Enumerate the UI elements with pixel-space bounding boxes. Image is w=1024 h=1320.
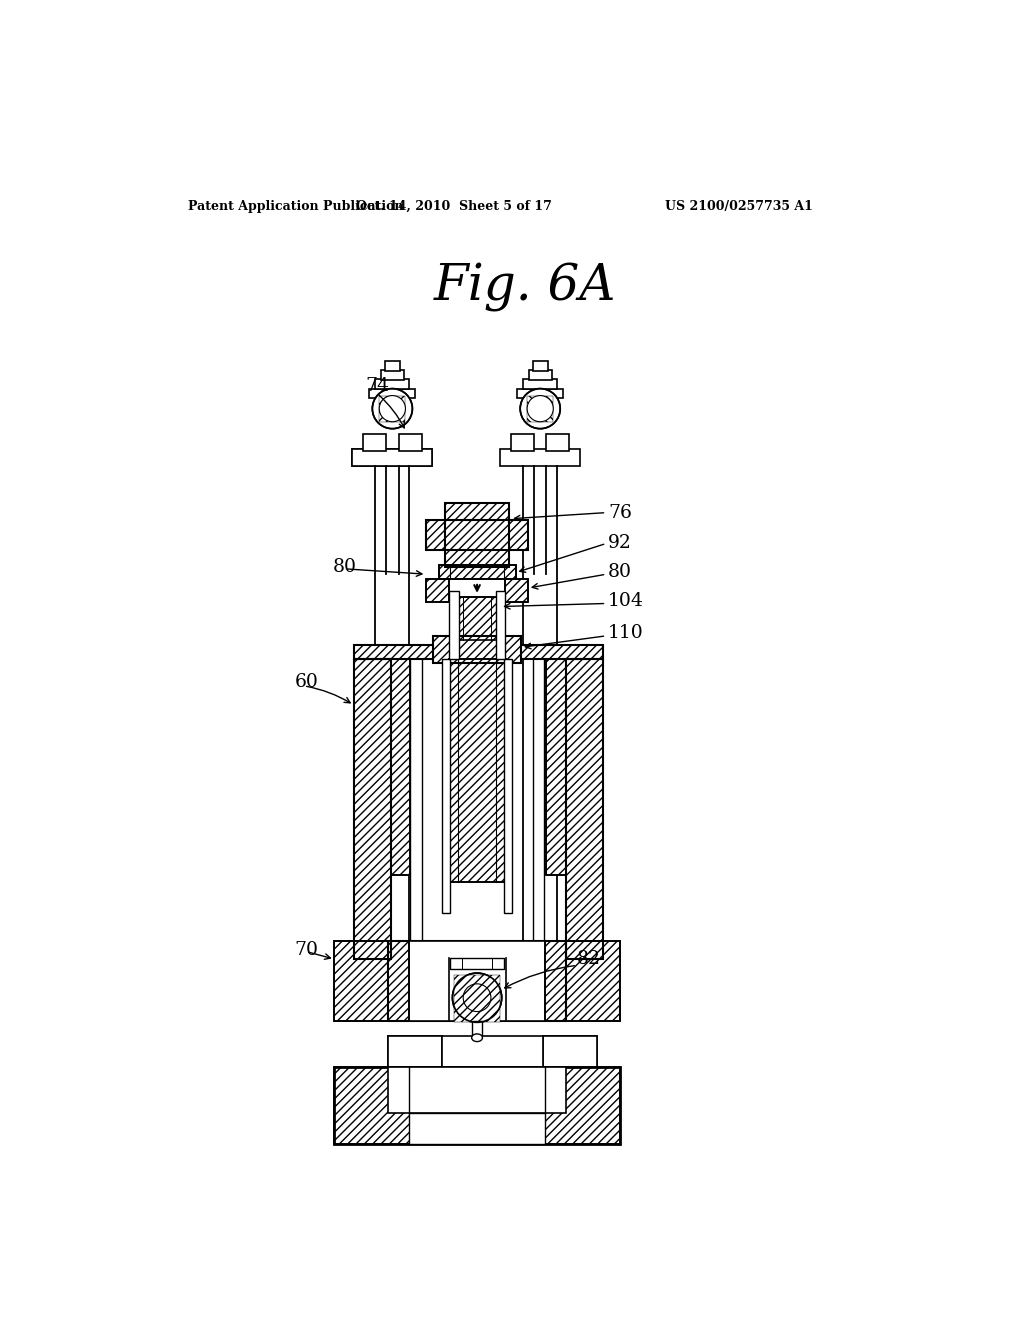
Bar (527, 396, 553, 422)
Circle shape (379, 396, 406, 422)
Bar (444, 503, 509, 566)
Bar (544, 1036, 597, 1067)
Bar (334, 941, 388, 1020)
Bar (388, 941, 566, 1020)
Bar (354, 645, 602, 659)
Text: Patent Application Publication: Patent Application Publication (188, 199, 403, 213)
Bar (532, 360, 548, 371)
Bar (352, 449, 432, 466)
Bar (354, 659, 391, 960)
Bar (391, 659, 410, 875)
Bar (334, 1067, 621, 1144)
Bar (370, 388, 416, 397)
Bar (433, 636, 521, 663)
Circle shape (520, 388, 560, 429)
Bar (565, 659, 602, 960)
Circle shape (527, 396, 553, 422)
Bar (364, 434, 386, 451)
Bar (517, 388, 563, 397)
Bar (388, 941, 566, 1020)
Text: 60: 60 (295, 673, 318, 690)
Text: Fig. 6A: Fig. 6A (433, 263, 616, 313)
Text: 82: 82 (578, 950, 601, 968)
Text: Oct. 14, 2010  Sheet 5 of 17: Oct. 14, 2010 Sheet 5 of 17 (356, 199, 552, 213)
Bar (449, 659, 506, 882)
Bar (442, 659, 451, 913)
Bar (547, 659, 565, 875)
Circle shape (453, 973, 502, 1022)
Ellipse shape (472, 1034, 482, 1041)
Bar (426, 520, 528, 549)
Text: 104: 104 (608, 593, 644, 610)
Bar (454, 974, 500, 1022)
Bar (547, 434, 569, 451)
Bar (352, 449, 432, 466)
Bar (376, 379, 410, 389)
Bar (388, 1036, 441, 1067)
Bar (354, 645, 602, 659)
Bar (433, 636, 521, 663)
Bar (388, 1067, 566, 1113)
Bar (398, 434, 422, 451)
Bar (505, 578, 528, 602)
Bar (426, 578, 450, 602)
Bar (472, 1020, 482, 1036)
Text: US 2100/0257735 A1: US 2100/0257735 A1 (665, 199, 813, 213)
Bar (451, 958, 504, 969)
Bar (547, 659, 565, 875)
Bar (511, 434, 535, 451)
Bar (385, 360, 400, 371)
Bar (528, 370, 552, 380)
Bar (449, 659, 506, 882)
Bar (426, 520, 528, 549)
Bar (426, 578, 450, 602)
Bar (500, 449, 581, 466)
Bar (504, 659, 512, 913)
Bar (381, 370, 403, 380)
Bar (334, 1067, 621, 1144)
Bar (388, 1036, 441, 1067)
Bar (410, 1113, 545, 1144)
Text: 70: 70 (295, 941, 318, 958)
Bar (354, 659, 391, 960)
Bar (496, 591, 505, 659)
Bar (410, 941, 545, 1020)
Bar (454, 597, 500, 640)
Bar (444, 503, 509, 566)
Bar (438, 565, 515, 578)
Bar (334, 941, 388, 1020)
Bar (566, 941, 621, 1020)
Bar (379, 396, 406, 422)
Bar (505, 578, 528, 602)
Text: 80: 80 (608, 562, 632, 581)
Text: 92: 92 (608, 535, 632, 552)
Text: 74: 74 (366, 376, 389, 395)
Text: 110: 110 (608, 624, 644, 642)
Bar (454, 597, 500, 640)
Bar (450, 591, 459, 659)
Bar (438, 565, 515, 578)
Bar (410, 659, 547, 960)
Bar (523, 379, 557, 389)
Bar (391, 659, 410, 875)
Text: 80: 80 (333, 557, 356, 576)
Circle shape (373, 388, 413, 429)
Text: 76: 76 (608, 504, 632, 521)
Bar (565, 659, 602, 960)
Bar (566, 941, 621, 1020)
Bar (441, 1036, 544, 1067)
Bar (544, 1036, 597, 1067)
